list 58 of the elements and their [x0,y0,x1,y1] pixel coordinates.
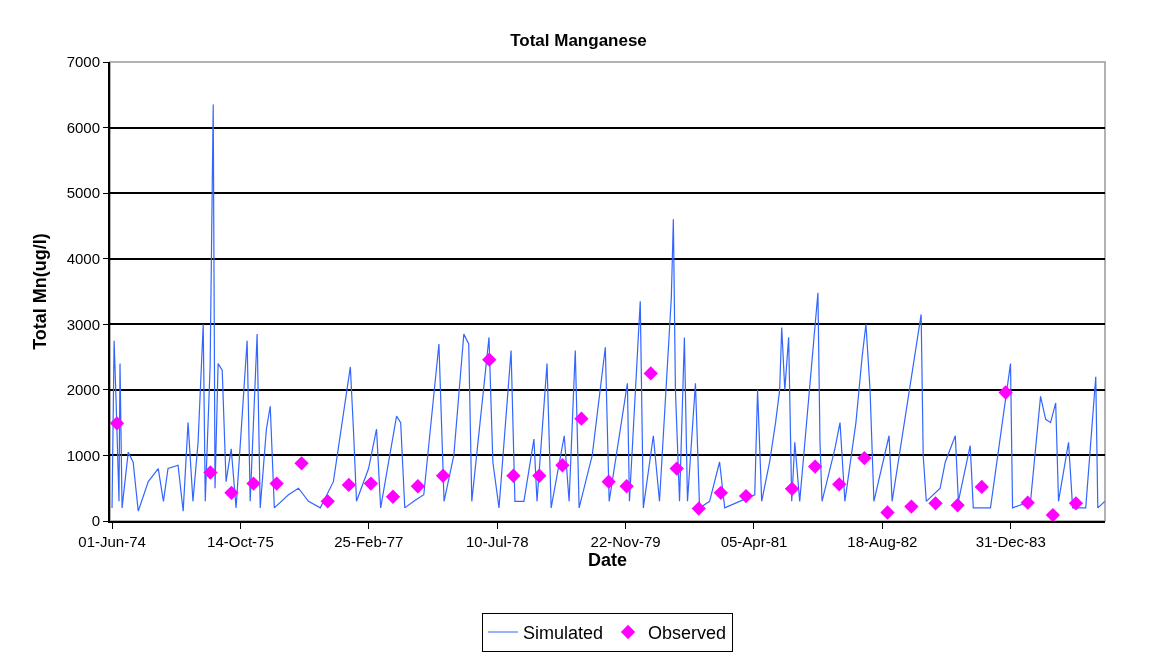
point [691,501,706,516]
point [669,461,684,476]
x-tick-label: 25-Feb-77 [334,533,404,550]
x-tick-label: 05-Apr-81 [720,533,788,550]
x-tick-label: 18-Aug-82 [847,533,918,550]
point [294,456,309,471]
point [832,477,847,492]
point [643,366,658,381]
point [363,476,379,491]
y-tick-label: 5000 [66,184,100,202]
y-tick-label: 2000 [66,381,100,399]
point [482,352,497,367]
point [998,385,1013,400]
legend-label: Observed [648,623,727,644]
y-tick-label: 4000 [66,249,100,267]
x-tick-label: 10-Jul-78 [465,533,529,550]
point [1020,495,1035,510]
point [904,499,919,514]
y-tick-label: 0 [91,512,100,530]
point [1045,507,1061,521]
point [203,465,218,480]
point [320,494,335,509]
chart-title: Total Manganese [510,31,647,51]
point [807,459,823,474]
point [601,474,616,489]
y-tick-label: 1000 [66,446,100,464]
point [110,416,125,431]
point [713,485,729,500]
point [619,479,634,494]
x-tick-label: 22-Nov-79 [590,533,661,550]
y-tick-label: 3000 [66,315,100,333]
point [1068,496,1084,511]
point [857,450,872,466]
point [928,496,943,511]
point [246,476,261,491]
x-tick-label: 01-Jun-74 [78,533,146,550]
point [738,488,754,504]
point [880,505,895,520]
point [950,498,965,513]
point [506,468,521,483]
point [784,481,800,497]
point [269,476,284,491]
point [385,489,401,504]
x-tick-label: 31-Dec-83 [975,533,1046,550]
point [435,468,451,483]
x-axis-title: Date [587,550,628,570]
point [341,477,356,493]
legend-label: Simulated [523,623,604,644]
y-axis-title: Total Mn(ug/l) [30,233,51,350]
point [224,485,239,500]
y-tick-label: 6000 [66,118,100,136]
x-tick-label: 14-Oct-75 [207,533,274,550]
point [410,479,426,494]
point [555,458,570,473]
point [974,479,989,495]
point [574,411,589,426]
y-tick-label: 7000 [66,53,100,71]
point [532,468,547,483]
